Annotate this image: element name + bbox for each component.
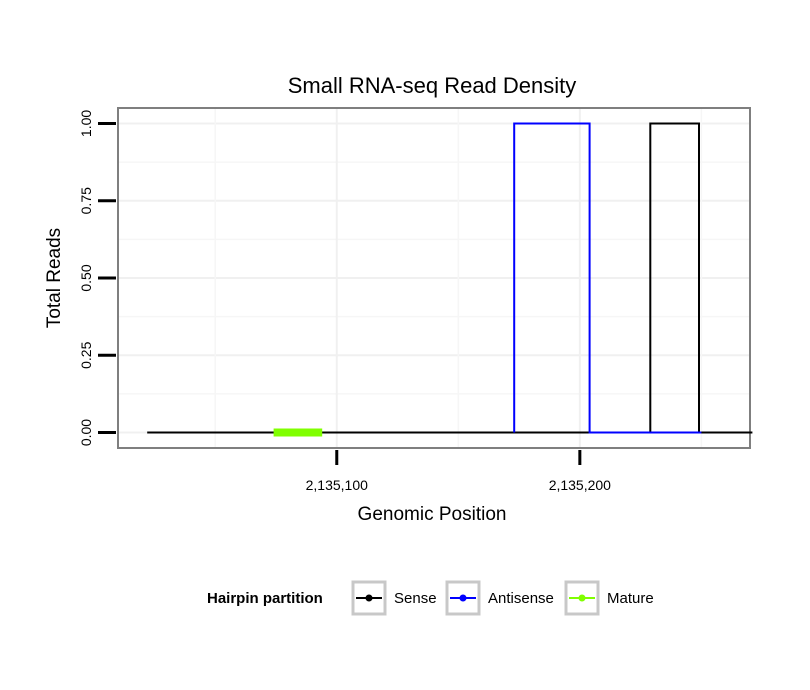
legend-label-sense: Sense [394,590,437,607]
legend-item-antisense: Antisense [445,580,554,616]
legend-label-antisense: Antisense [488,590,554,607]
x-tick-label: 2,135,200 [549,477,611,493]
x-tick-label: 2,135,100 [306,477,368,493]
series-layer [147,122,753,437]
legend-key-point [459,594,467,602]
x-axis-title: Genomic Position [358,504,507,525]
legend: Hairpin partition Sense Antisense Mature [207,580,654,616]
y-tick-label: 0.75 [78,187,94,214]
series-line-sense [147,122,753,434]
legend-item-mature: Mature [564,580,654,616]
legend-key-point [578,594,586,602]
y-axis-title: Total Reads [44,228,65,328]
y-tick-label: 1.00 [78,110,94,137]
y-tick-label: 0.25 [78,341,94,368]
legend-key-point [365,594,373,602]
legend-item-sense: Sense [351,580,437,616]
series-line-antisense [513,122,702,434]
y-tick-label: 0.00 [78,419,94,446]
chart-title: Small RNA-seq Read Density [288,73,577,98]
axes: 0.00 0.25 0.50 0.75 1.00 2,135,100 2,135,200 [78,110,611,493]
legend-label-mature: Mature [607,590,654,607]
y-tick-label: 0.50 [78,264,94,291]
grid [118,108,750,448]
legend-title: Hairpin partition [207,590,323,607]
plot-panel [117,107,751,449]
